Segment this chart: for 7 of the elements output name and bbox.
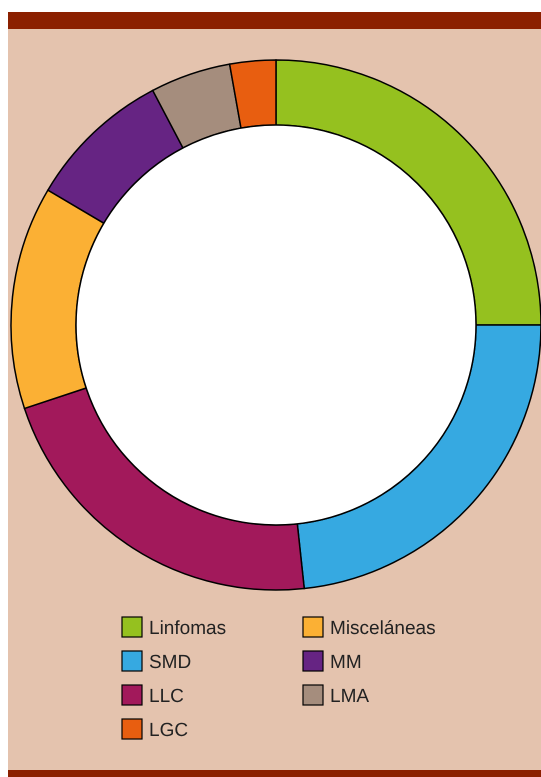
legend-label: LMA [330, 686, 370, 707]
legend-label: Linfomas [149, 618, 226, 639]
legend-label: Misceláneas [330, 618, 436, 639]
legend-label: LGC [149, 720, 188, 741]
legend-label: SMD [149, 652, 192, 673]
legend-label: LLC [149, 686, 184, 707]
legend-label: MM [330, 652, 362, 673]
